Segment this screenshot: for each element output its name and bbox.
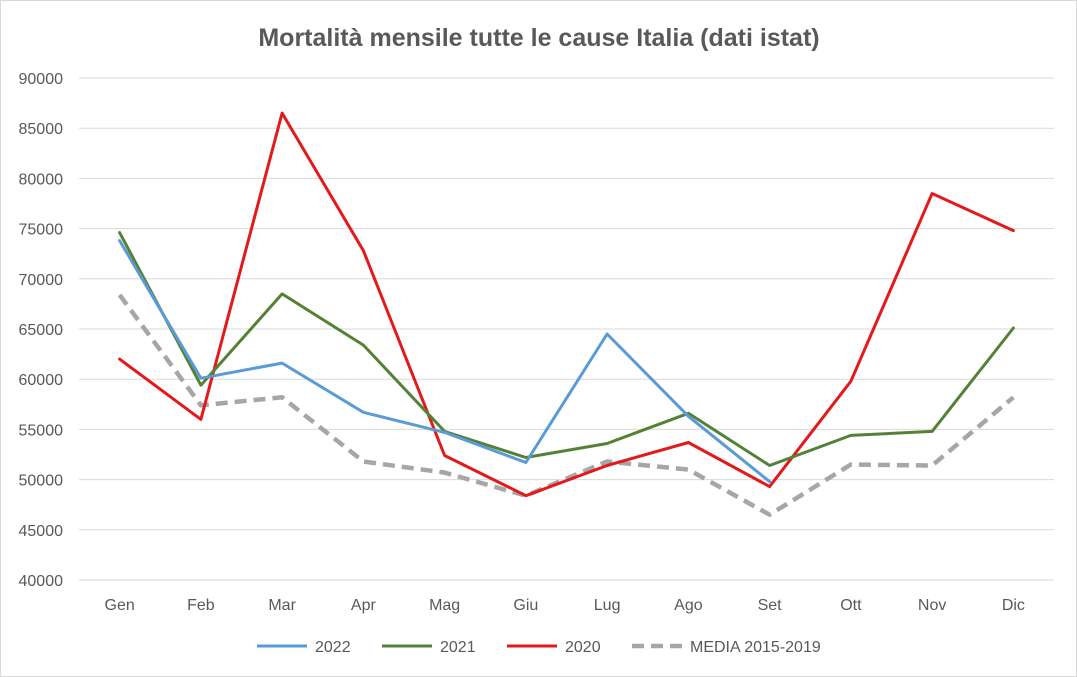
y-tick-label: 50000 bbox=[19, 473, 64, 490]
y-tick-label: 85000 bbox=[19, 121, 64, 138]
series-line-2020 bbox=[118, 111, 1015, 498]
legend-label: MEDIA 2015-2019 bbox=[690, 639, 821, 656]
y-tick-label: 80000 bbox=[19, 171, 64, 188]
x-tick-label: Giu bbox=[513, 597, 538, 614]
series-line-2021 bbox=[118, 231, 1015, 467]
x-tick-label: Dic bbox=[1002, 597, 1025, 614]
legend-label: 2022 bbox=[315, 639, 351, 656]
y-axis-ticks: 40000 45000 50000 55000 60000 65000 70000 75000… bbox=[19, 71, 64, 590]
x-tick-label: Lug bbox=[594, 597, 621, 614]
legend: 2022 2021 2020 MEDIA 2015-2019 bbox=[257, 639, 821, 656]
x-tick-label: Apr bbox=[351, 597, 377, 614]
series-lines bbox=[117, 111, 1015, 517]
y-tick-label: 40000 bbox=[19, 573, 64, 590]
y-tick-label: 45000 bbox=[19, 523, 64, 540]
legend-label: 2020 bbox=[565, 639, 601, 656]
gridlines bbox=[79, 77, 1054, 581]
legend-label: 2021 bbox=[440, 639, 476, 656]
y-tick-label: 60000 bbox=[19, 372, 64, 389]
x-tick-label: Mag bbox=[429, 597, 460, 614]
y-tick-label: 75000 bbox=[19, 222, 64, 239]
x-tick-label: Mar bbox=[268, 597, 296, 614]
x-tick-label: Ott bbox=[840, 597, 862, 614]
x-tick-label: Set bbox=[758, 597, 783, 614]
x-tick-label: Ago bbox=[674, 597, 703, 614]
series-line-2022 bbox=[118, 239, 772, 484]
x-axis-ticks: Gen Feb Mar Apr Mag Giu Lug Ago Set Ott Nov Dic bbox=[105, 597, 1025, 614]
x-tick-label: Nov bbox=[918, 597, 946, 614]
y-tick-label: 90000 bbox=[19, 71, 64, 88]
series-line-media-2015-2019 bbox=[117, 293, 1015, 517]
chart-title: Mortalità mensile tutte le cause Italia … bbox=[258, 24, 819, 52]
x-tick-label: Feb bbox=[187, 597, 215, 614]
y-tick-label: 65000 bbox=[19, 322, 64, 339]
x-tick-label: Gen bbox=[105, 597, 135, 614]
y-tick-label: 55000 bbox=[19, 422, 64, 439]
y-tick-label: 70000 bbox=[19, 272, 64, 289]
